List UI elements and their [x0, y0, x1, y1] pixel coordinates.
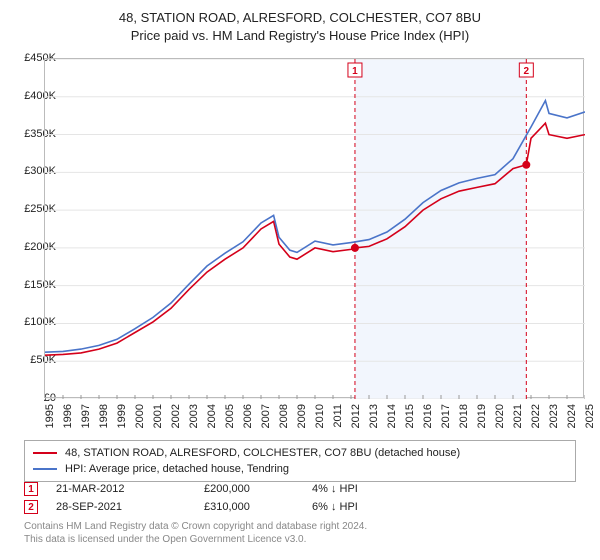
- x-tick-label: 2022: [530, 404, 542, 428]
- x-tick-label: 2025: [584, 404, 596, 428]
- legend-row: 48, STATION ROAD, ALRESFORD, COLCHESTER,…: [33, 445, 567, 461]
- x-tick-label: 2021: [512, 404, 524, 428]
- transaction-marker: 1: [24, 482, 38, 496]
- x-tick-label: 2019: [476, 404, 488, 428]
- svg-text:1: 1: [352, 66, 358, 77]
- x-tick-label: 2003: [188, 404, 200, 428]
- legend-row: HPI: Average price, detached house, Tend…: [33, 461, 567, 477]
- x-tick-label: 1996: [62, 404, 74, 428]
- transaction-price: £310,000: [204, 501, 304, 513]
- x-tick-label: 2015: [404, 404, 416, 428]
- price-chart: 12: [44, 58, 584, 398]
- transaction-price: £200,000: [204, 483, 304, 495]
- legend-label: 48, STATION ROAD, ALRESFORD, COLCHESTER,…: [65, 447, 460, 459]
- x-tick-label: 2023: [548, 404, 560, 428]
- transactions-table: 1 21-MAR-2012 £200,000 4% ↓ HPI 2 28-SEP-2021…: [24, 480, 576, 516]
- footnote: Contains HM Land Registry data © Crown c…: [24, 520, 576, 546]
- transaction-row: 2 28-SEP-2021 £310,000 6% ↓ HPI: [24, 498, 576, 516]
- transaction-row: 1 21-MAR-2012 £200,000 4% ↓ HPI: [24, 480, 576, 498]
- transaction-pct-vs-hpi: 4% ↓ HPI: [312, 483, 392, 495]
- x-tick-label: 2017: [440, 404, 452, 428]
- x-tick-label: 2018: [458, 404, 470, 428]
- x-tick-label: 1995: [44, 404, 56, 428]
- legend-swatch: [33, 468, 57, 470]
- x-tick-label: 1997: [80, 404, 92, 428]
- x-tick-label: 2001: [152, 404, 164, 428]
- x-tick-label: 2013: [368, 404, 380, 428]
- x-tick-label: 2014: [386, 404, 398, 428]
- footnote-line2: This data is licensed under the Open Gov…: [24, 534, 306, 545]
- transaction-date: 21-MAR-2012: [56, 483, 196, 495]
- x-tick-label: 2012: [350, 404, 362, 428]
- x-tick-label: 2005: [224, 404, 236, 428]
- chart-title-block: 48, STATION ROAD, ALRESFORD, COLCHESTER,…: [0, 0, 600, 43]
- svg-text:2: 2: [524, 66, 530, 77]
- x-tick-label: 2009: [296, 404, 308, 428]
- x-tick-label: 2020: [494, 404, 506, 428]
- x-tick-label: 2008: [278, 404, 290, 428]
- x-tick-label: 2007: [260, 404, 272, 428]
- x-tick-label: 1998: [98, 404, 110, 428]
- chart-svg: 12: [45, 59, 585, 399]
- transaction-pct-vs-hpi: 6% ↓ HPI: [312, 501, 392, 513]
- transaction-date: 28-SEP-2021: [56, 501, 196, 513]
- legend: 48, STATION ROAD, ALRESFORD, COLCHESTER,…: [24, 440, 576, 482]
- x-tick-label: 2024: [566, 404, 578, 428]
- subtitle: Price paid vs. HM Land Registry's House …: [0, 28, 600, 43]
- x-tick-label: 2006: [242, 404, 254, 428]
- x-tick-label: 2011: [332, 404, 344, 428]
- x-tick-label: 1999: [116, 404, 128, 428]
- transaction-marker: 2: [24, 500, 38, 514]
- x-tick-label: 2010: [314, 404, 326, 428]
- address-title: 48, STATION ROAD, ALRESFORD, COLCHESTER,…: [0, 10, 600, 25]
- x-tick-label: 2004: [206, 404, 218, 428]
- x-tick-label: 2016: [422, 404, 434, 428]
- x-tick-label: 2000: [134, 404, 146, 428]
- legend-swatch: [33, 452, 57, 454]
- footnote-line1: Contains HM Land Registry data © Crown c…: [24, 521, 367, 532]
- x-axis-labels: 1995 1996 1997 1998 1999 2000 2001 2002 2003 2004…: [44, 400, 584, 440]
- legend-label: HPI: Average price, detached house, Tend…: [65, 463, 289, 475]
- x-tick-label: 2002: [170, 404, 182, 428]
